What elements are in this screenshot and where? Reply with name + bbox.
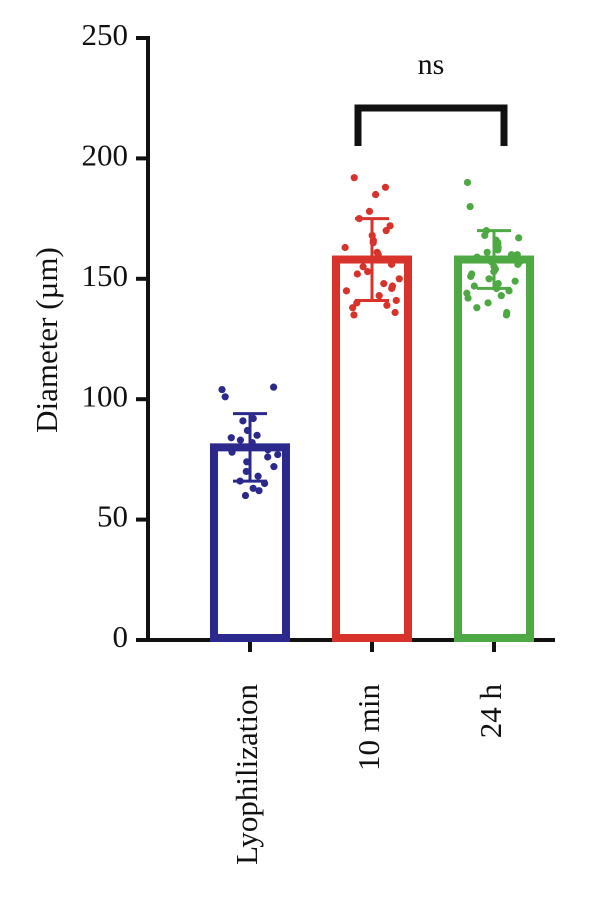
y-tick-label: 250	[82, 17, 129, 52]
axes: 0 50 100 150 200 250 Lyophilization 10 min 24 h	[82, 17, 555, 865]
y-tick-label: 100	[82, 378, 129, 413]
data-point	[492, 284, 501, 293]
data-point	[483, 248, 491, 256]
data-point	[249, 414, 257, 423]
data-point	[228, 448, 236, 456]
data-point	[490, 267, 498, 276]
significance-annotation: ns	[354, 48, 508, 146]
data-point	[386, 222, 394, 230]
data-point	[467, 272, 475, 280]
data-point	[264, 446, 272, 454]
data-point	[514, 260, 522, 268]
data-point	[243, 458, 251, 466]
data-point	[485, 275, 493, 283]
data-point	[388, 284, 396, 293]
data-point	[484, 299, 492, 307]
data-point	[473, 304, 481, 312]
data-point	[350, 311, 358, 319]
data-point	[369, 239, 377, 247]
data-point	[243, 426, 251, 435]
data-point	[387, 260, 396, 268]
data-point	[242, 467, 250, 476]
data-point	[342, 287, 351, 295]
data-point	[466, 202, 474, 211]
data-point	[255, 487, 263, 495]
data-point	[236, 436, 245, 444]
data-point	[218, 385, 226, 394]
data-point	[227, 434, 235, 442]
data-point	[372, 190, 380, 199]
data-point	[391, 308, 399, 317]
data-point	[473, 253, 481, 261]
x-tick-label: Lyophilization	[229, 684, 264, 865]
data-point	[254, 472, 262, 480]
data-point	[264, 453, 272, 461]
data-point	[375, 292, 383, 300]
data-point	[494, 246, 502, 254]
data-point	[274, 450, 282, 459]
data-point	[365, 207, 374, 215]
data-point	[270, 383, 278, 391]
data-point	[260, 479, 269, 488]
data-point	[380, 280, 388, 288]
data-point	[359, 263, 367, 271]
data-points	[218, 174, 524, 500]
data-point	[502, 311, 511, 319]
data-point	[248, 438, 256, 447]
data-point	[382, 227, 390, 235]
data-point	[353, 299, 361, 307]
data-point	[349, 304, 357, 312]
data-point	[350, 174, 358, 182]
data-point	[505, 287, 513, 295]
y-tick-label: 200	[82, 138, 129, 173]
significance-label: ns	[418, 48, 445, 81]
data-point	[364, 267, 372, 276]
bar	[332, 255, 412, 642]
data-point	[515, 234, 523, 242]
significance-bracket	[354, 104, 508, 146]
data-point	[499, 255, 507, 264]
data-point	[374, 251, 382, 259]
data-point	[236, 477, 244, 485]
data-point	[253, 431, 261, 439]
data-point	[470, 282, 478, 290]
bar	[454, 255, 534, 642]
data-point	[392, 296, 400, 305]
data-point	[513, 251, 521, 259]
data-point	[481, 231, 489, 240]
data-point	[395, 275, 403, 283]
data-point	[355, 215, 363, 223]
data-point	[464, 294, 472, 302]
data-point	[353, 270, 361, 278]
data-point	[221, 393, 229, 401]
y-tick-label: 0	[113, 619, 129, 654]
y-tick-label: 150	[82, 258, 129, 293]
data-point	[239, 417, 247, 425]
data-point	[249, 484, 257, 492]
y-axis-label: Diameter (µm)	[29, 247, 64, 433]
data-point	[272, 443, 281, 451]
data-point	[511, 277, 519, 285]
bars	[210, 255, 534, 642]
data-point	[497, 292, 505, 300]
y-tick-label: 50	[97, 499, 128, 534]
data-point	[362, 255, 371, 264]
data-point	[270, 463, 278, 471]
x-tick-label: 10 min	[351, 684, 386, 771]
data-point	[241, 491, 250, 500]
data-point	[381, 183, 390, 191]
data-point	[383, 301, 391, 309]
x-tick-label: 24 h	[473, 684, 508, 739]
data-point	[463, 178, 472, 187]
data-point	[341, 243, 349, 252]
